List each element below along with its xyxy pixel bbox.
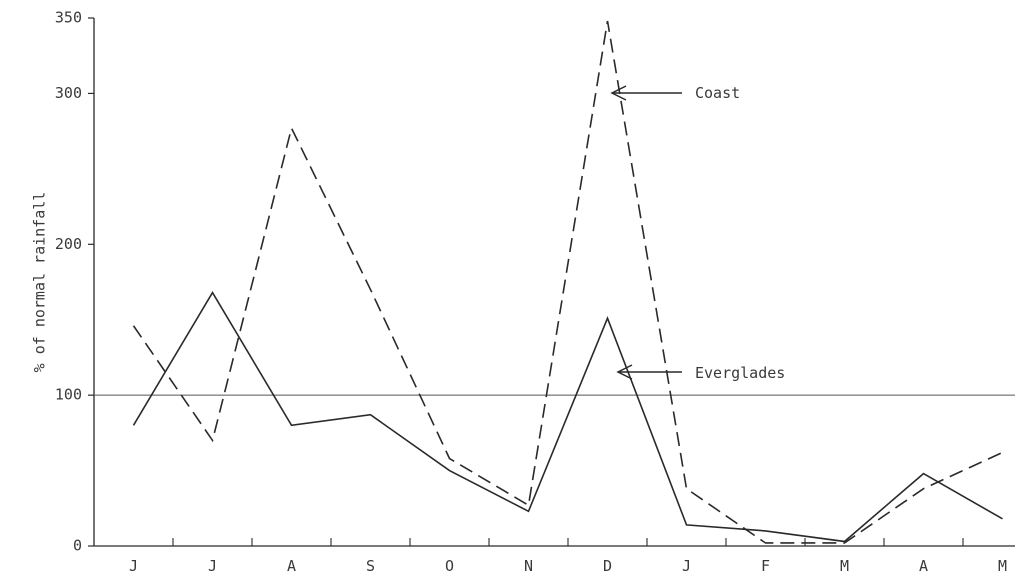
x-tick-label: J — [129, 557, 138, 575]
annotation-coast: Coast — [610, 84, 740, 102]
y-tick-label: 0 — [73, 537, 82, 555]
x-tick-label: D — [603, 557, 612, 575]
annotation-arrowhead-coast — [610, 85, 627, 101]
x-tick-label: S — [366, 557, 375, 575]
y-tick-label: 200 — [55, 235, 82, 253]
series-line-everglades — [132, 290, 1003, 543]
y-axis-title: % of normal rainfall — [31, 192, 49, 373]
x-tick-label: M — [998, 557, 1007, 575]
x-tick-label: N — [524, 557, 533, 575]
y-tick-label: 350 — [55, 9, 82, 27]
y-tick-label: 300 — [55, 84, 82, 102]
y-ticks: 0 100 200 300 350 — [55, 9, 94, 555]
x-tick-label: M — [840, 557, 849, 575]
x-tick-label: F — [761, 557, 770, 575]
series-line-coast — [132, 20, 1003, 544]
annotation-everglades: Everglades — [616, 364, 785, 382]
annotation-label-coast: Coast — [695, 84, 740, 102]
annotation-label-everglades: Everglades — [695, 364, 785, 382]
x-tick-label: J — [682, 557, 691, 575]
x-tick-label: A — [919, 557, 928, 575]
x-tick-label: O — [445, 557, 454, 575]
series — [132, 20, 1003, 544]
annotation-arrowhead-everglades — [616, 364, 633, 380]
x-tick-label: J — [208, 557, 217, 575]
x-tick-label: A — [287, 557, 296, 575]
y-tick-label: 100 — [55, 386, 82, 404]
